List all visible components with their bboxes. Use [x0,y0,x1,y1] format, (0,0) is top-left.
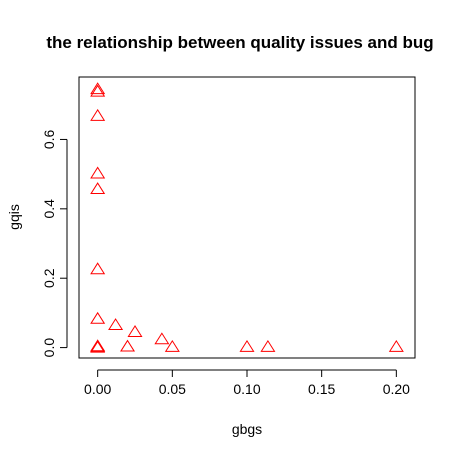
x-tick-label: 0.20 [383,381,410,397]
data-point [90,340,106,353]
x-tick-label: 0.15 [308,381,335,397]
y-tick-label: 0.4 [41,199,57,219]
x-axis-label: gbgs [232,421,262,437]
y-axis-label: gqis [6,204,22,230]
data-point [90,84,106,97]
x-tick-label: 0.05 [159,381,186,397]
data-point [239,339,255,352]
data-point [164,339,180,352]
chart-title: the relationship between quality issues … [46,33,433,52]
plot-area-border [78,76,416,359]
data-point [388,339,404,352]
data-point [108,318,124,331]
data-point [120,339,136,352]
data-point [90,311,106,324]
x-axis: 0.00 0.05 0.10 0.15 0.20 [84,369,410,397]
data-point [260,339,276,352]
data-point [127,325,143,337]
data-point [90,108,106,121]
data-point [90,262,106,275]
data-point [154,332,170,345]
x-tick-label: 0.00 [84,381,111,397]
y-axis: 0.0 0.2 0.4 0.6 [41,130,68,358]
data-point [90,166,106,179]
data-point [90,182,106,195]
y-tick-label: 0.6 [41,130,57,150]
x-tick-label: 0.10 [233,381,260,397]
data-point [90,82,106,95]
y-tick-label: 0.0 [41,338,57,358]
data-points [90,82,404,353]
y-tick-label: 0.2 [41,268,57,288]
